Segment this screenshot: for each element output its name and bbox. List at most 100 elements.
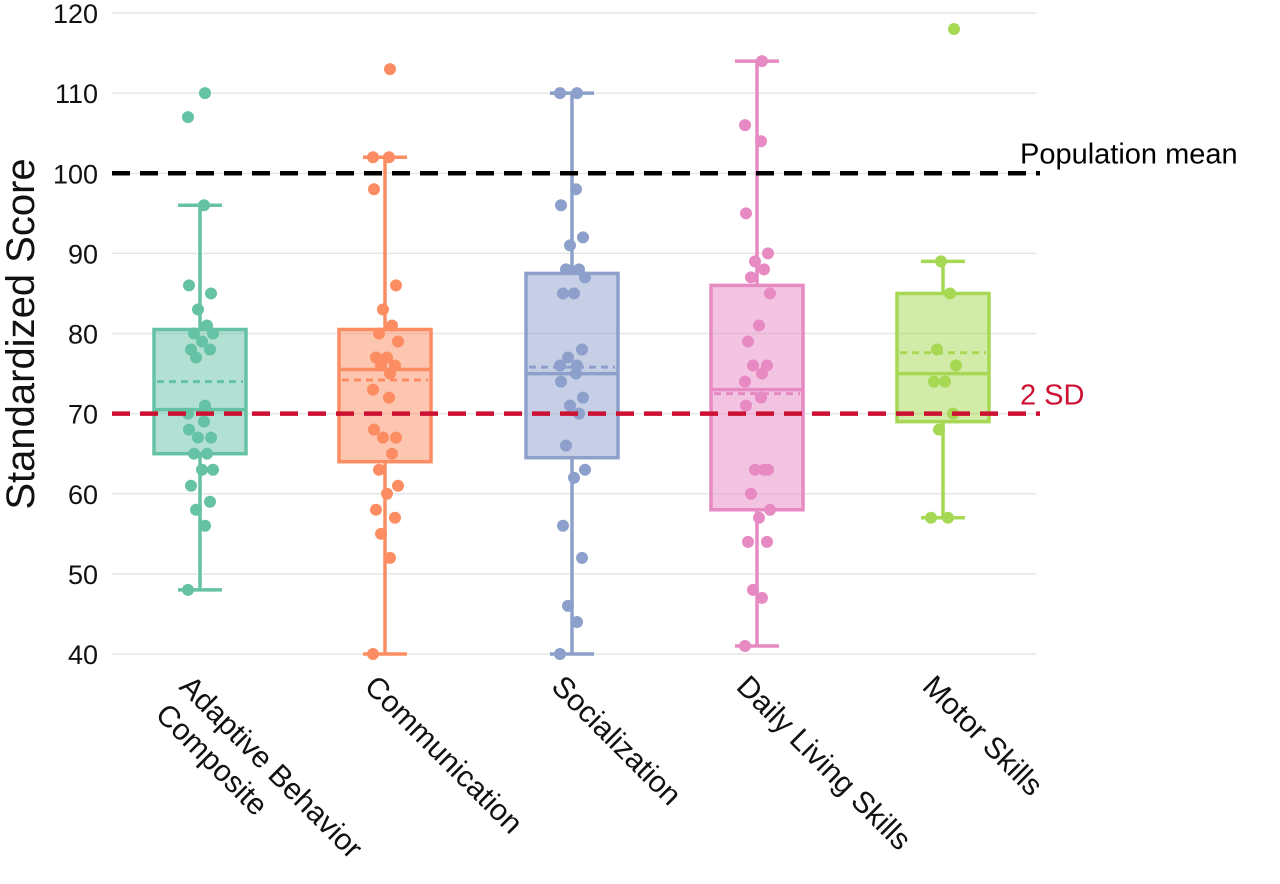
data-point	[928, 375, 940, 388]
data-point	[383, 151, 395, 164]
data-point	[571, 87, 583, 100]
data-point	[747, 583, 759, 596]
data-point	[755, 135, 767, 148]
y-tick-label: 60	[68, 480, 98, 510]
y-tick-label: 50	[68, 560, 98, 590]
data-point	[188, 447, 200, 460]
data-point	[373, 463, 385, 476]
data-point	[389, 359, 401, 372]
data-point	[749, 463, 761, 476]
data-point	[392, 335, 404, 348]
data-point	[367, 648, 379, 660]
data-point	[756, 55, 768, 68]
data-point	[740, 207, 752, 220]
data-point	[755, 391, 767, 404]
data-point	[571, 615, 583, 628]
data-point	[745, 271, 757, 284]
boxes	[152, 23, 991, 660]
data-point	[183, 279, 195, 292]
data-point	[933, 423, 945, 436]
data-point	[390, 279, 402, 292]
data-point	[192, 431, 204, 444]
data-point	[381, 487, 393, 500]
data-point	[182, 407, 194, 420]
data-point	[573, 263, 585, 276]
data-point	[377, 431, 389, 444]
data-point	[383, 391, 395, 404]
data-point	[554, 648, 566, 660]
data-point	[753, 511, 765, 524]
data-point	[568, 471, 580, 484]
data-point	[188, 327, 200, 340]
data-point	[373, 327, 385, 340]
data-point	[739, 375, 751, 388]
data-point	[560, 263, 572, 276]
data-point	[749, 255, 761, 268]
box-group	[337, 63, 433, 660]
data-point	[562, 351, 574, 364]
data-point	[207, 463, 219, 476]
data-point	[568, 287, 580, 300]
data-point	[554, 359, 566, 372]
data-point	[182, 111, 194, 124]
data-point	[368, 423, 380, 436]
data-point	[554, 87, 566, 100]
data-point	[742, 535, 754, 548]
data-point	[742, 335, 754, 348]
category-label: Socialization	[545, 670, 687, 812]
data-point	[571, 359, 583, 372]
data-point	[557, 519, 569, 532]
data-point	[576, 343, 588, 356]
population-mean-label: Population mean	[1020, 138, 1238, 170]
data-point	[555, 199, 567, 212]
data-point	[576, 551, 588, 564]
data-point	[390, 431, 402, 444]
data-point	[745, 487, 757, 500]
data-point	[739, 639, 751, 652]
data-point	[182, 583, 194, 596]
data-point	[367, 383, 379, 396]
data-point	[370, 351, 382, 364]
data-point	[190, 503, 202, 516]
data-point	[758, 263, 770, 276]
data-point	[762, 463, 774, 476]
data-point	[764, 287, 776, 300]
data-point	[756, 591, 768, 604]
data-point	[573, 407, 585, 420]
data-point	[761, 535, 773, 548]
category-label: Daily Living Skills	[730, 670, 917, 857]
data-point	[204, 495, 216, 508]
data-point	[944, 287, 956, 300]
iqr-box	[895, 291, 991, 424]
data-point	[368, 183, 380, 196]
data-point	[375, 527, 387, 540]
box-group	[895, 23, 991, 524]
data-point	[205, 431, 217, 444]
data-point	[739, 119, 751, 132]
data-point	[381, 351, 393, 364]
data-point	[198, 415, 210, 428]
y-axis-ticks: 40 50 60 70 80 90 100 110 120	[53, 0, 98, 670]
data-point	[753, 319, 765, 332]
y-tick-label: 80	[68, 320, 98, 350]
data-point	[392, 479, 404, 492]
data-point	[183, 423, 195, 436]
data-point	[205, 287, 217, 300]
y-tick-label: 90	[68, 239, 98, 269]
data-point	[935, 255, 947, 268]
data-point	[377, 303, 389, 316]
data-point	[562, 599, 574, 612]
data-point	[579, 463, 591, 476]
data-point	[564, 239, 576, 252]
data-point	[740, 399, 752, 412]
data-point	[564, 399, 576, 412]
data-point	[560, 439, 572, 452]
data-point	[196, 335, 208, 348]
data-point	[948, 23, 960, 36]
y-tick-label: 40	[68, 640, 98, 670]
data-point	[939, 375, 951, 388]
y-tick-label: 70	[68, 400, 98, 430]
data-point	[577, 391, 589, 404]
